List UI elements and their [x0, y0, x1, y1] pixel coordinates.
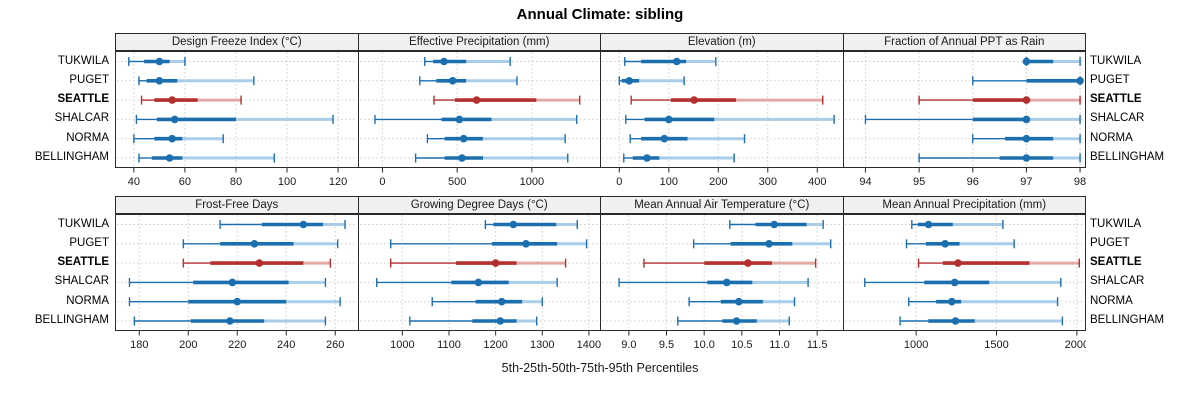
- tick-label: 1000: [519, 176, 543, 188]
- tick-label: 98: [1073, 176, 1085, 188]
- panel-strip-effective-precipitation-mm: Effective Precipitation (mm): [357, 33, 601, 51]
- panel-strip-elevation-m: Elevation (m): [600, 33, 844, 51]
- tick-label: 1500: [984, 339, 1008, 351]
- panel-plot-effective-precipitation-mm: [357, 51, 601, 168]
- tick-label: 60: [179, 176, 191, 188]
- tick-label: 100: [278, 176, 296, 188]
- panel-canvas: [117, 52, 357, 167]
- tick-label: 260: [326, 339, 344, 351]
- panel-axis-mean-annual-precipitation-mm: 1000 1500 2000: [843, 331, 1089, 353]
- station-label-right-tukwila: TUKWILA: [1090, 54, 1142, 67]
- station-label-right-puget: PUGET: [1090, 73, 1130, 86]
- station-label-right-bellingham: BELLINGHAM: [1090, 314, 1165, 326]
- chart-title: Annual Climate: sibling: [516, 6, 684, 23]
- panel-strip-mean-annual-precipitation-mm: Mean Annual Precipitation (mm): [842, 196, 1086, 214]
- tick-label: 97: [1020, 176, 1032, 188]
- panel-axis-mean-annual-air-temperature-c: 9.0 9.5 10.0 10.5 11.0 11.5: [600, 331, 844, 353]
- panel-canvas: [844, 52, 1084, 167]
- station-label-right-shalcar: SHALCAR: [1090, 112, 1145, 125]
- panel-plot-fraction-of-annual-ppt-as-rain: [842, 51, 1086, 168]
- panel-strip-fraction-of-annual-ppt-as-rain: Fraction of Annual PPT as Rain: [842, 33, 1086, 51]
- station-label-left-bellingham: BELLINGHAM: [34, 314, 109, 326]
- station-label-left-shalcar: SHALCAR: [54, 112, 109, 125]
- panel-axis-design-freeze-index-c: 40 60 80 100 120: [115, 168, 359, 190]
- tick-label: 11.0: [769, 339, 790, 351]
- tick-label: 1100: [437, 339, 461, 351]
- tick-label: 200: [179, 339, 197, 351]
- panel-canvas: [844, 215, 1084, 330]
- station-label-left-bellingham: BELLINGHAM: [34, 151, 109, 163]
- station-label-left-shalcar: SHALCAR: [54, 275, 109, 288]
- station-label-right-tukwila: TUKWILA: [1090, 217, 1142, 230]
- station-label-left-norma: NORMA: [66, 131, 109, 144]
- percentile-caption: 5th-25th-50th-75th-95th Percentiles: [501, 361, 699, 375]
- panel-canvas: [117, 215, 357, 330]
- tick-label: 240: [277, 339, 295, 351]
- station-label-left-puget: PUGET: [69, 236, 109, 249]
- tick-label: 200: [709, 176, 727, 188]
- panel-axis-fraction-of-annual-ppt-as-rain: 94 95 96 97 98: [843, 168, 1087, 190]
- tick-label: 1400: [576, 339, 600, 351]
- tick-label: 1000: [903, 339, 927, 351]
- station-label-right-puget: PUGET: [1090, 236, 1130, 249]
- tick-label: 1000: [390, 339, 414, 351]
- station-label-left-seattle: SEATTLE: [57, 256, 109, 269]
- panel-plot-mean-annual-air-temperature-c: [600, 214, 844, 331]
- panel-strip-design-freeze-index-c: Design Freeze Index (°C): [115, 33, 359, 51]
- tick-label: 80: [230, 176, 242, 188]
- tick-label: 95: [912, 176, 924, 188]
- tick-label: 11.5: [807, 339, 828, 351]
- station-label-right-shalcar: SHALCAR: [1090, 275, 1145, 288]
- tick-label: 9.5: [659, 339, 674, 351]
- station-label-left-norma: NORMA: [66, 294, 109, 307]
- station-label-left-tukwila: TUKWILA: [57, 54, 109, 67]
- station-label-right-norma: NORMA: [1090, 294, 1133, 307]
- tick-label: 220: [228, 339, 246, 351]
- tick-label: 0: [379, 176, 385, 188]
- tick-label: 500: [447, 176, 465, 188]
- tick-label: 120: [329, 176, 347, 188]
- station-label-left-seattle: SEATTLE: [57, 93, 109, 106]
- station-label-right-seattle: SEATTLE: [1090, 256, 1142, 269]
- tick-label: 94: [859, 176, 871, 188]
- panel-strip-frost-free-days: Frost-Free Days: [115, 196, 359, 214]
- panel-axis-growing-degree-days-c: 1000 1100 1200 1300 1400: [358, 331, 602, 353]
- panel-plot-elevation-m: [600, 51, 844, 168]
- tick-label: 2000: [1064, 339, 1086, 351]
- tick-label: 10.5: [731, 339, 752, 351]
- panel-canvas: [359, 52, 599, 167]
- tick-label: 400: [808, 176, 826, 188]
- tick-label: 1200: [483, 339, 507, 351]
- tick-label: 300: [759, 176, 777, 188]
- station-label-left-puget: PUGET: [69, 73, 109, 86]
- tick-label: 100: [660, 176, 678, 188]
- panel-axis-frost-free-days: 180 200 220 240 260: [115, 331, 359, 353]
- tick-label: 180: [130, 339, 148, 351]
- panel-axis-elevation-m: 0 100 200 300 400: [600, 168, 844, 190]
- tick-label: 96: [966, 176, 978, 188]
- panel-canvas: [359, 215, 599, 330]
- tick-label: 0: [616, 176, 622, 188]
- panel-plot-frost-free-days: [115, 214, 359, 331]
- station-label-right-seattle: SEATTLE: [1090, 93, 1142, 106]
- panel-strip-growing-degree-days-c: Growing Degree Days (°C): [357, 196, 601, 214]
- tick-label: 1300: [530, 339, 554, 351]
- tick-label: 40: [128, 176, 140, 188]
- panel-strip-mean-annual-air-temperature-c: Mean Annual Air Temperature (°C): [600, 196, 844, 214]
- tick-label: 10.0: [693, 339, 714, 351]
- station-label-right-bellingham: BELLINGHAM: [1090, 151, 1165, 163]
- panel-plot-design-freeze-index-c: [115, 51, 359, 168]
- station-label-right-norma: NORMA: [1090, 131, 1133, 144]
- panel-plot-growing-degree-days-c: [357, 214, 601, 331]
- panel-plot-mean-annual-precipitation-mm: [842, 214, 1086, 331]
- station-label-left-tukwila: TUKWILA: [57, 217, 109, 230]
- panel-canvas: [602, 52, 842, 167]
- tick-label: 9.0: [621, 339, 636, 351]
- panel-axis-effective-precipitation-mm: 0 500 1000: [358, 168, 602, 190]
- panel-canvas: [602, 215, 842, 330]
